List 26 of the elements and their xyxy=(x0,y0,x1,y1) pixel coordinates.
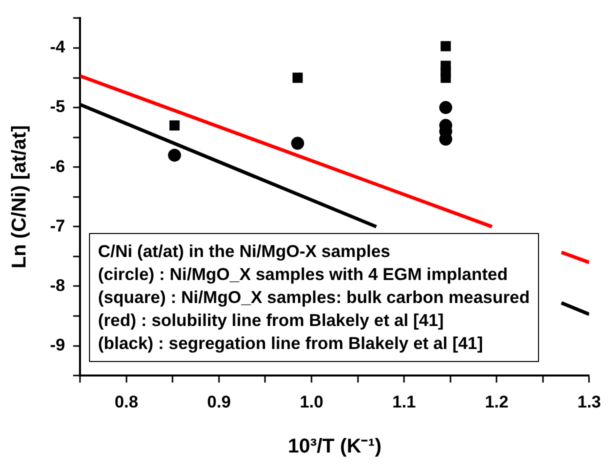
annotation: (black) : segregation line from Blakely et al [41] xyxy=(98,332,484,355)
y-tick-label: -6 xyxy=(50,156,66,176)
y-tick-label: -8 xyxy=(50,276,66,295)
point xyxy=(168,148,182,162)
point xyxy=(292,72,303,83)
annotation: (circle) : Ni/MgO_X samples with 4 EGM implanted xyxy=(98,263,509,286)
x-tick-label: 0.8 xyxy=(114,392,138,412)
y-tick-label: -4 xyxy=(50,38,66,57)
point xyxy=(439,101,452,114)
x-tick-label: 1.2 xyxy=(484,392,508,412)
annotation: C/Ni (at/at) in the Ni/MgO-X samples xyxy=(98,240,392,263)
point xyxy=(440,41,451,52)
annotation: (square) : Ni/MgO_X samples: bulk carbon measured xyxy=(98,286,530,309)
point xyxy=(291,136,304,150)
x-tick-label: 1.3 xyxy=(577,392,602,412)
point xyxy=(169,120,180,131)
point xyxy=(440,72,451,83)
x-tick-label: 1.1 xyxy=(392,392,416,412)
y-axis-title: Ln (C/Ni) [at/at] xyxy=(8,125,31,269)
y-tick-label: -9 xyxy=(50,336,66,355)
x-tick-label: 1.0 xyxy=(300,392,324,412)
y-tick-label: -5 xyxy=(50,97,66,116)
x-axis-title: 10³/T (K⁻¹) xyxy=(288,436,382,458)
annotation: (red) : solubility line from Blakely et al [41] xyxy=(98,309,445,332)
y-tick-label: -7 xyxy=(50,216,66,236)
x-tick-label: 0.9 xyxy=(207,392,231,412)
